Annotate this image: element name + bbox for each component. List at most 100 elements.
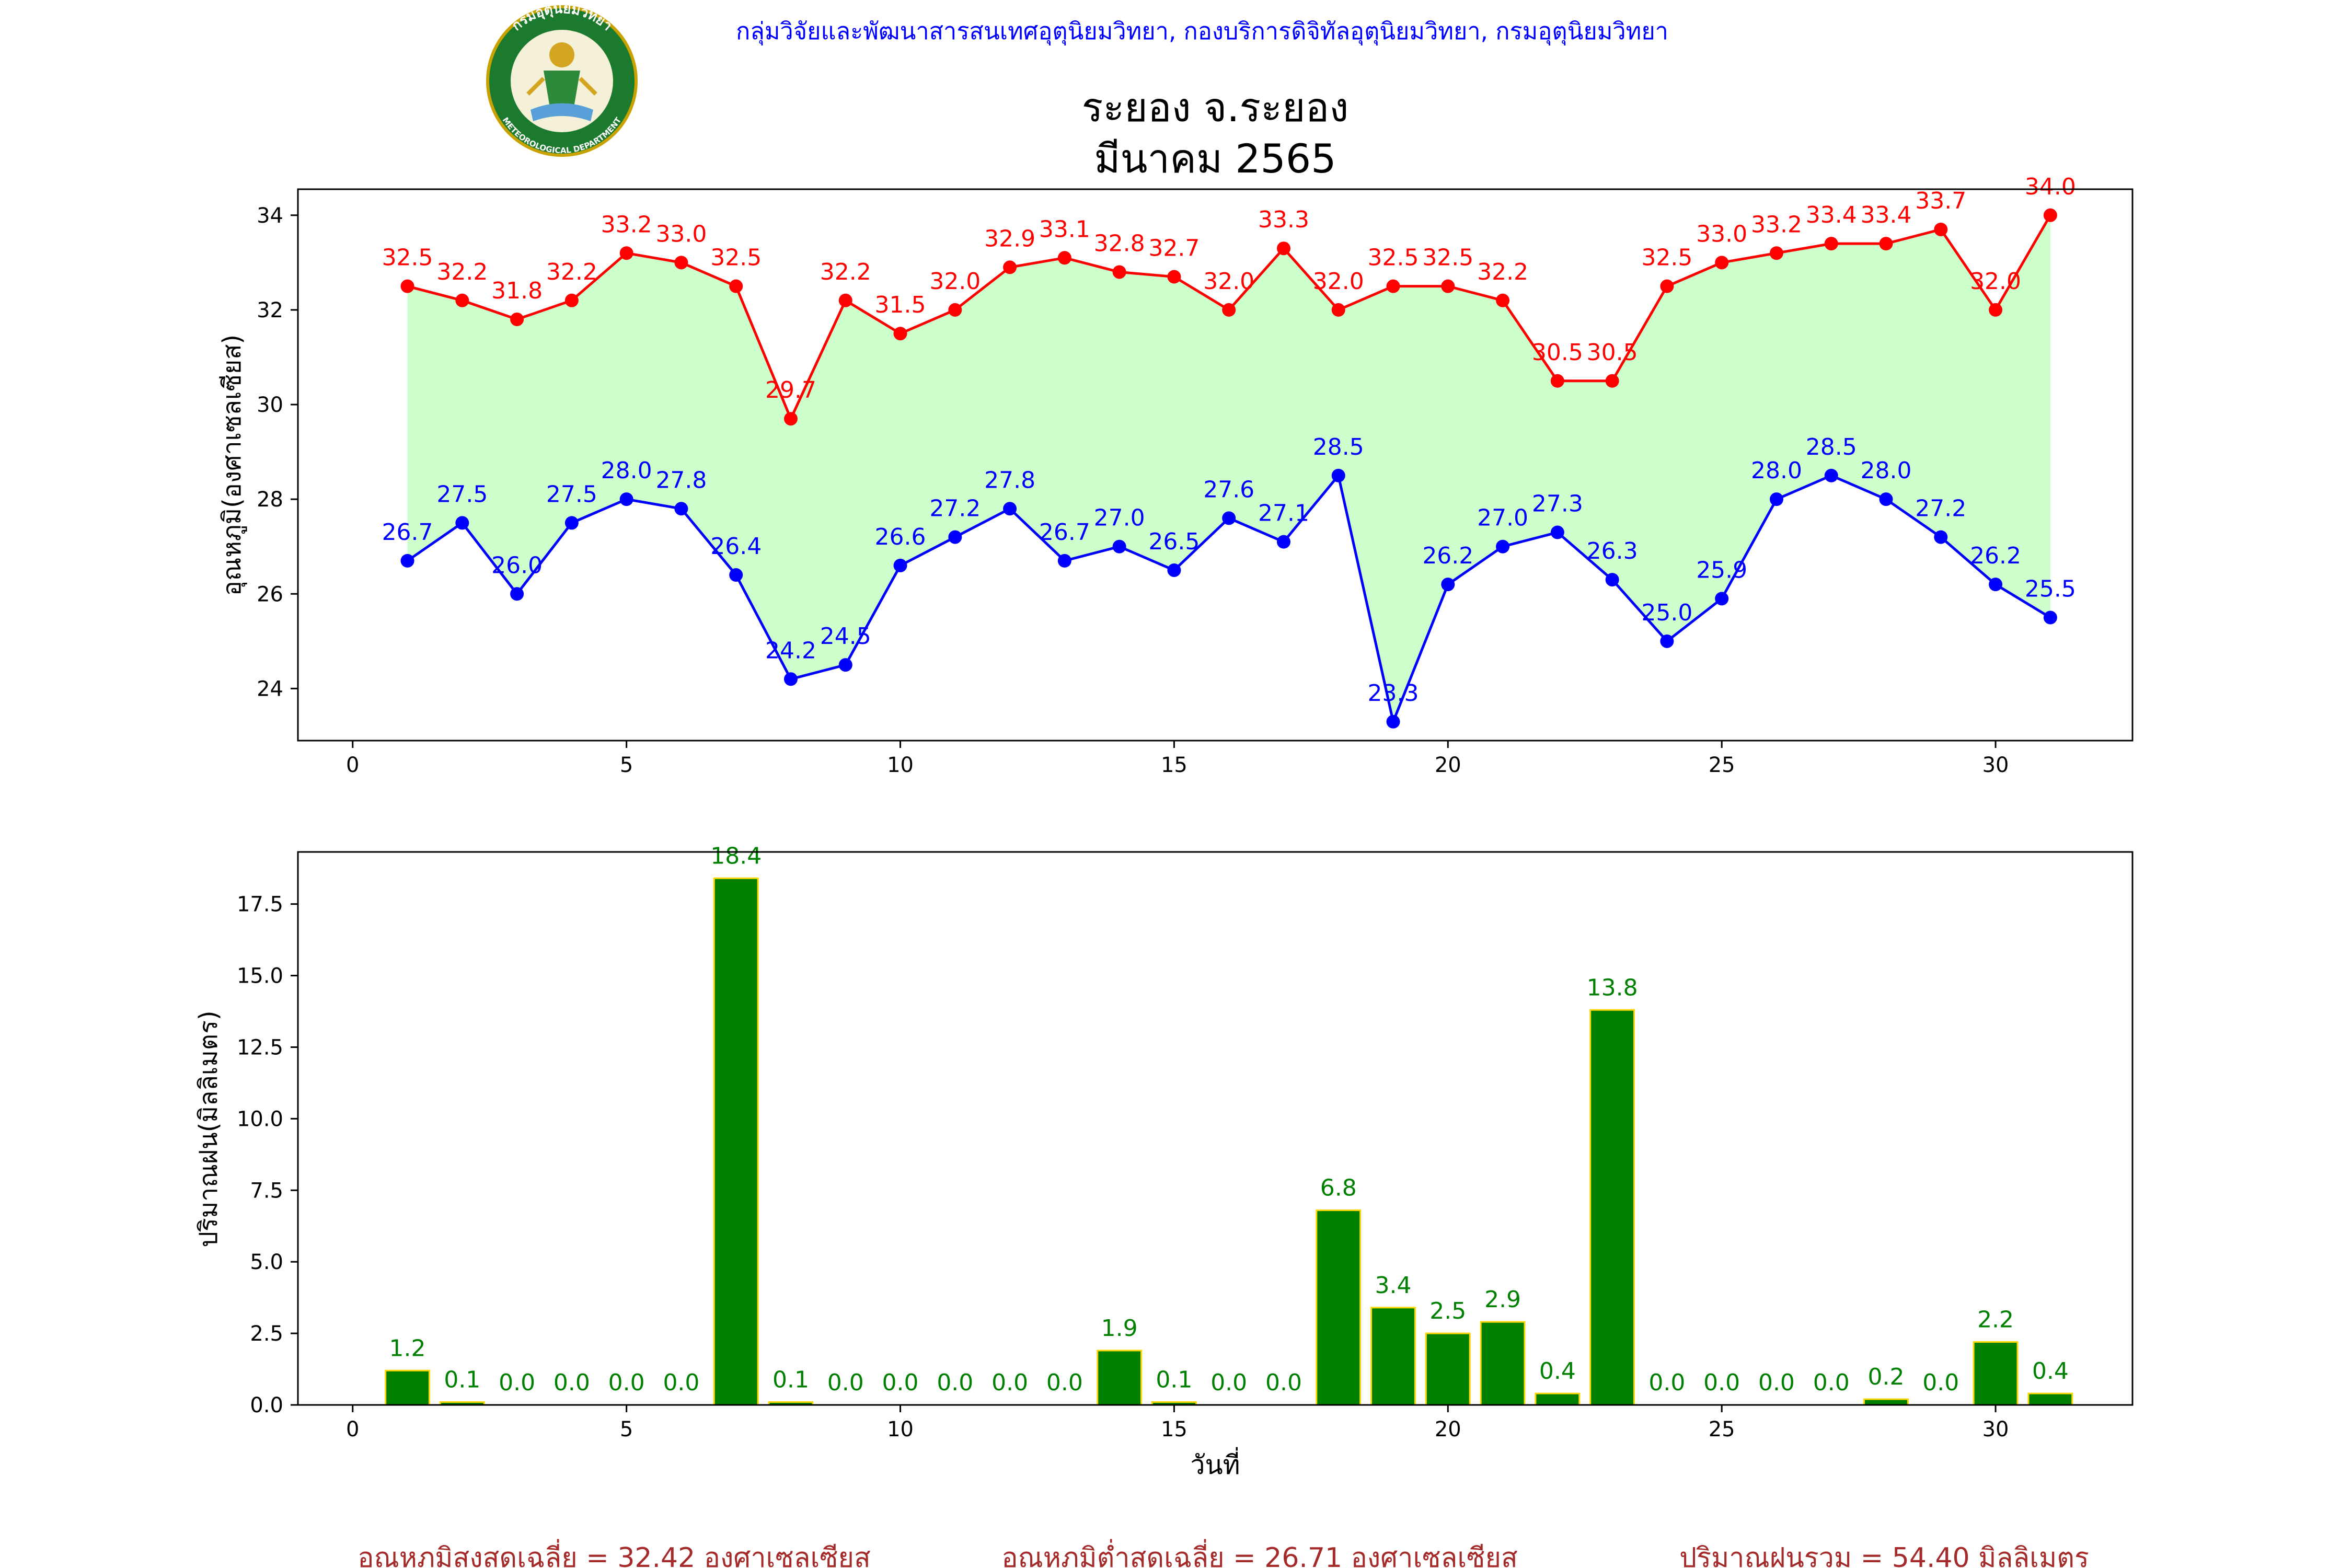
rainfall-data-label: 0.0 — [663, 1369, 699, 1396]
max-temperature-point — [1550, 374, 1564, 388]
max-temperature-point — [783, 412, 798, 426]
temperature-plot-frame — [297, 188, 2134, 742]
max-temperature-point — [1331, 303, 1345, 317]
rainfall-data-label: 3.4 — [1375, 1272, 1412, 1299]
rainfall-plot-frame — [297, 851, 2134, 1406]
rainfall-bar — [1370, 1307, 1416, 1406]
temperature-x-tick-label: 10 — [887, 753, 914, 777]
max-temperature-data-label: 33.4 — [1806, 202, 1857, 228]
rainfall-data-label: 0.4 — [1539, 1358, 1576, 1385]
min-temperature-data-label: 27.5 — [546, 481, 597, 508]
rainfall-data-label: 0.0 — [1046, 1369, 1083, 1396]
min-temperature-data-label: 27.0 — [1477, 505, 1528, 532]
max-temperature-point — [838, 293, 852, 307]
min-temperature-point — [1934, 530, 1948, 544]
temperature-y-tick-label: 24 — [257, 677, 283, 701]
max-temperature-point — [1879, 237, 1893, 251]
max-temperature-point — [1496, 293, 1510, 307]
rainfall-data-label: 18.4 — [710, 843, 762, 869]
rainfall-bar — [1535, 1392, 1581, 1406]
min-temperature-point — [1222, 511, 1236, 525]
max-temperature-data-label: 30.5 — [1532, 339, 1583, 366]
min-temperature-data-label: 27.6 — [1203, 476, 1254, 503]
min-temperature-point — [729, 568, 743, 582]
rainfall-data-label: 0.0 — [1922, 1369, 1959, 1396]
rainfall-data-label: 2.5 — [1429, 1298, 1466, 1324]
rainfall-bar — [1589, 1009, 1635, 1406]
max-temperature-point — [674, 256, 688, 270]
min-temperature-data-label: 27.0 — [1094, 505, 1145, 532]
rainfall-y-tick-label: 5.0 — [250, 1250, 283, 1274]
rainfall-bar — [1097, 1350, 1143, 1406]
rainfall-x-tick-label: 0 — [346, 1417, 359, 1442]
max-temperature-point — [1769, 246, 1783, 260]
rainfall-y-tick-label: 7.5 — [250, 1179, 283, 1203]
min-temperature-data-label: 28.0 — [1751, 457, 1802, 484]
max-temperature-point — [1276, 241, 1290, 256]
max-temperature-data-label: 33.3 — [1258, 206, 1309, 233]
rainfall-y-tick-label: 17.5 — [237, 893, 283, 917]
rainfall-panel: 1.2 0.1 0.0 0.0 0.0 0.0 18.4 0.1 0.0 0.0 0.0 0.0 0.0… — [194, 843, 2134, 1480]
temperature-y-tick-label: 30 — [257, 393, 283, 417]
min-temperature-data-label: 28.5 — [1313, 434, 1364, 460]
min-temperature-point — [1605, 573, 1619, 587]
min-temperature-data-label: 26.7 — [1039, 519, 1090, 546]
min-temperature-data-label: 27.8 — [984, 467, 1035, 493]
min-temperature-point — [510, 587, 524, 601]
rainfall-data-label: 2.9 — [1484, 1286, 1521, 1313]
rainfall-y-tick-label: 10.0 — [237, 1107, 283, 1131]
min-temperature-point — [1715, 592, 1729, 606]
max-temperature-point — [1441, 279, 1455, 293]
min-temperature-point — [1879, 492, 1893, 506]
rainfall-bar — [2027, 1392, 2073, 1406]
min-temperature-data-label: 28.5 — [1806, 434, 1857, 460]
min-temperature-point — [1167, 563, 1181, 577]
rainfall-x-tick-label: 30 — [1982, 1417, 2009, 1442]
min-temperature-data-label: 27.5 — [436, 481, 488, 508]
min-temperature-point — [1057, 554, 1071, 568]
min-temperature-point — [893, 558, 907, 572]
chart-title-month: มีนาคม 2565 — [1094, 135, 1336, 182]
min-temperature-point — [1276, 535, 1290, 549]
max-temperature-data-label: 34.0 — [2025, 174, 2076, 200]
rainfall-x-axis-label: วันที่ — [1190, 1447, 1240, 1480]
min-temperature-point — [1112, 539, 1126, 554]
temperature-y-tick-label: 26 — [257, 582, 283, 606]
min-temperature-point — [1441, 578, 1455, 592]
max-temperature-data-label: 32.5 — [1368, 245, 1419, 271]
max-temperature-data-label: 33.4 — [1861, 202, 1912, 228]
max-temperature-data-label: 32.2 — [546, 259, 597, 285]
rainfall-data-label: 0.0 — [827, 1369, 864, 1396]
rainfall-data-label: 0.0 — [937, 1369, 973, 1396]
min-temperature-point — [1769, 492, 1783, 506]
min-temperature-point — [783, 672, 798, 686]
rainfall-bar — [1316, 1209, 1362, 1406]
max-temperature-data-label: 32.8 — [1094, 230, 1145, 257]
rainfall-data-label: 0.1 — [444, 1367, 480, 1393]
rainfall-data-label: 13.8 — [1587, 974, 1638, 1001]
max-temperature-point — [1605, 374, 1619, 388]
min-temperature-data-label: 27.3 — [1532, 491, 1583, 517]
max-temperature-data-label: 32.5 — [382, 245, 433, 271]
rainfall-y-tick-label: 12.5 — [237, 1035, 283, 1059]
min-temperature-data-label: 27.2 — [929, 495, 981, 522]
rainfall-data-label: 6.8 — [1320, 1175, 1357, 1202]
temperature-y-tick-label: 32 — [257, 298, 283, 322]
temperature-x-tick-label: 0 — [346, 753, 359, 777]
max-temperature-point — [1222, 303, 1236, 317]
rainfall-bar — [1425, 1332, 1471, 1406]
rainfall-y-tick-label: 0.0 — [250, 1393, 283, 1417]
min-temperature-data-label: 26.2 — [1422, 543, 1473, 569]
rainfall-data-label: 0.0 — [1813, 1369, 1850, 1396]
max-temperature-data-label: 30.5 — [1587, 339, 1638, 366]
min-temperature-point — [674, 502, 688, 516]
max-temperature-data-label: 33.2 — [601, 211, 652, 238]
max-temperature-data-label: 32.5 — [710, 245, 762, 271]
rainfall-data-label: 0.1 — [1156, 1367, 1192, 1393]
max-temperature-data-label: 33.0 — [1696, 221, 1747, 247]
min-temperature-data-label: 26.0 — [491, 552, 543, 579]
temperature-x-tick-label: 20 — [1435, 753, 1461, 777]
min-temperature-point — [1824, 468, 1838, 482]
min-temperature-data-label: 23.3 — [1368, 680, 1419, 707]
min-temperature-data-label: 25.9 — [1696, 557, 1747, 583]
